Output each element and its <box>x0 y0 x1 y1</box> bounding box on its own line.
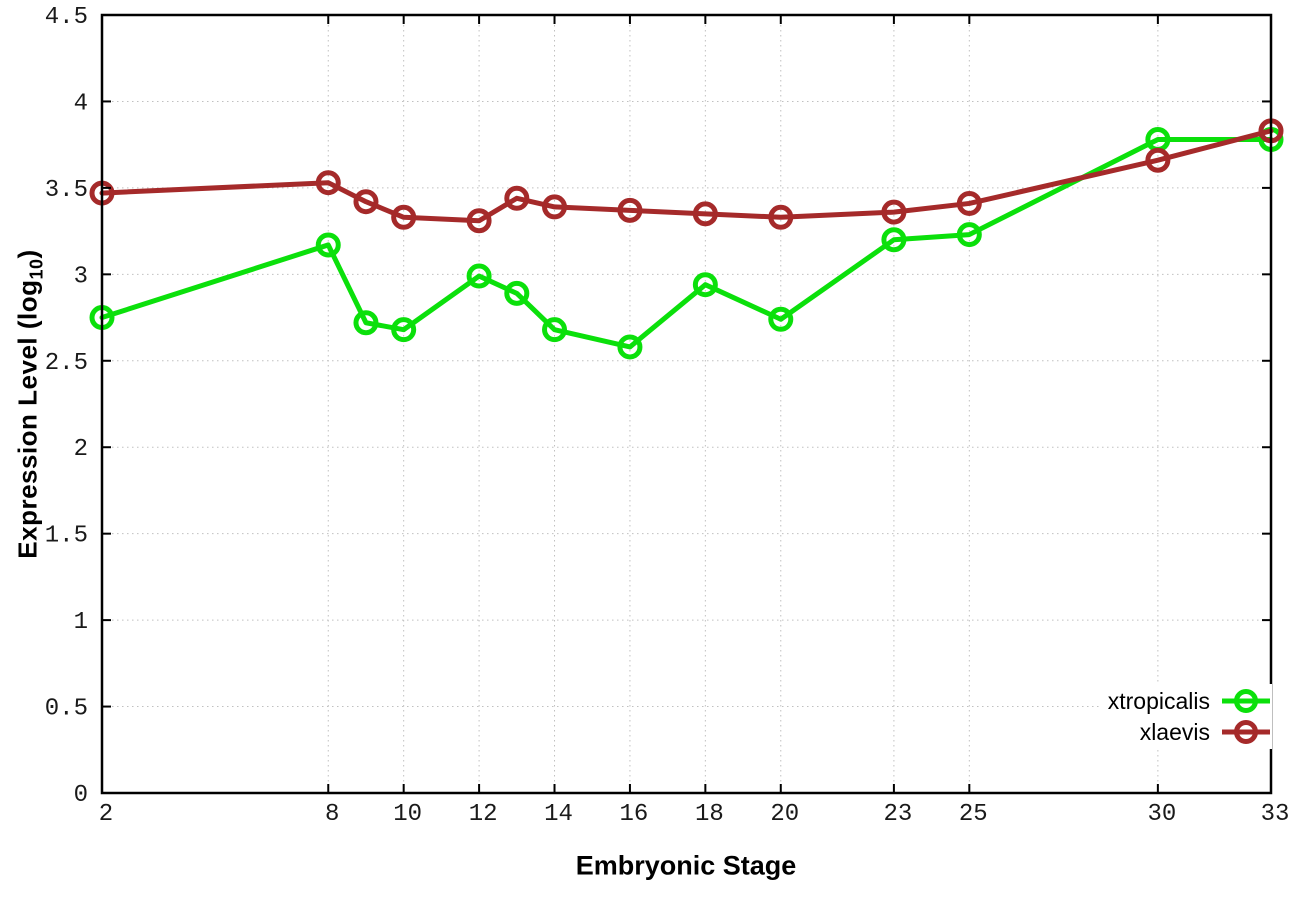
series-line-xtropicalis <box>99 136 1274 350</box>
legend: xtropicalis xlaevis <box>1099 684 1272 749</box>
x-tick-label: 2 <box>99 801 113 828</box>
y-tick-label: 0.5 <box>45 696 88 723</box>
legend-entry-xtropicalis: xtropicalis <box>1108 686 1272 716</box>
data-point-xtropicalis <box>542 317 568 343</box>
data-point-xtropicalis <box>353 310 379 336</box>
x-tick-label: 18 <box>695 801 724 828</box>
data-point-xlaevis <box>542 194 568 220</box>
x-tick-label: 12 <box>469 801 498 828</box>
y-tick-label: 3.5 <box>45 177 88 204</box>
x-tick-label: 14 <box>544 801 573 828</box>
xtropicalis-legend-marker-icon <box>1222 689 1270 713</box>
legend-label-xtropicalis: xtropicalis <box>1107 687 1210 714</box>
data-point-xlaevis <box>504 185 530 211</box>
data-point-xlaevis <box>881 199 907 225</box>
x-tick-label: 25 <box>959 801 988 828</box>
y-tick-label: 4 <box>74 90 88 117</box>
data-point-xtropicalis <box>504 280 530 306</box>
y-axis-title-subscript: 10 <box>26 258 47 280</box>
y-tick-label: 2.5 <box>45 350 88 377</box>
x-tick-label: 10 <box>393 801 422 828</box>
data-point-xlaevis <box>466 208 492 234</box>
y-axis-title-close: ) <box>12 249 43 259</box>
y-tick-label: 0 <box>74 782 88 809</box>
plot-border <box>100 13 1273 795</box>
data-point-xtropicalis <box>466 263 492 289</box>
data-point-xlaevis <box>768 204 794 230</box>
data-point-xtropicalis <box>315 232 341 258</box>
data-point-xlaevis <box>315 170 341 196</box>
x-tick-label: 33 <box>1261 801 1290 828</box>
y-tick-label: 3 <box>74 263 88 290</box>
x-tick-label: 23 <box>883 801 912 828</box>
data-point-xtropicalis <box>768 306 794 332</box>
data-point-xtropicalis <box>391 317 417 343</box>
y-tick-label: 1.5 <box>45 523 88 550</box>
data-point-xlaevis <box>353 189 379 215</box>
y-tick-label: 4.5 <box>45 4 88 31</box>
x-tick-label: 20 <box>770 801 799 828</box>
x-tick-label: 16 <box>620 801 649 828</box>
data-point-xlaevis <box>1145 147 1171 173</box>
xlaevis-legend-marker-icon <box>1222 720 1270 744</box>
data-point-xtropicalis <box>881 227 907 253</box>
y-axis-title: Expression Level (log10) <box>12 249 47 558</box>
legend-label-xlaevis: xlaevis <box>1139 718 1210 745</box>
x-tick-label: 8 <box>325 801 339 828</box>
x-tick-label: 30 <box>1147 801 1176 828</box>
data-point-xtropicalis <box>956 222 982 248</box>
data-point-xtropicalis <box>692 272 718 298</box>
y-axis-title-text: Expression Level (log <box>12 279 43 559</box>
y-tick-label: 2 <box>74 436 88 463</box>
data-point-xlaevis <box>692 201 718 227</box>
series-line-xlaevis <box>99 128 1274 224</box>
data-point-xlaevis <box>956 190 982 216</box>
data-point-xlaevis <box>391 204 417 230</box>
y-tick-label: 1 <box>74 609 88 636</box>
data-point-xtropicalis <box>617 334 643 360</box>
legend-entry-xlaevis: xlaevis <box>1108 717 1272 747</box>
data-point-xlaevis <box>617 197 643 223</box>
x-axis-title: Embryonic Stage <box>575 850 797 881</box>
